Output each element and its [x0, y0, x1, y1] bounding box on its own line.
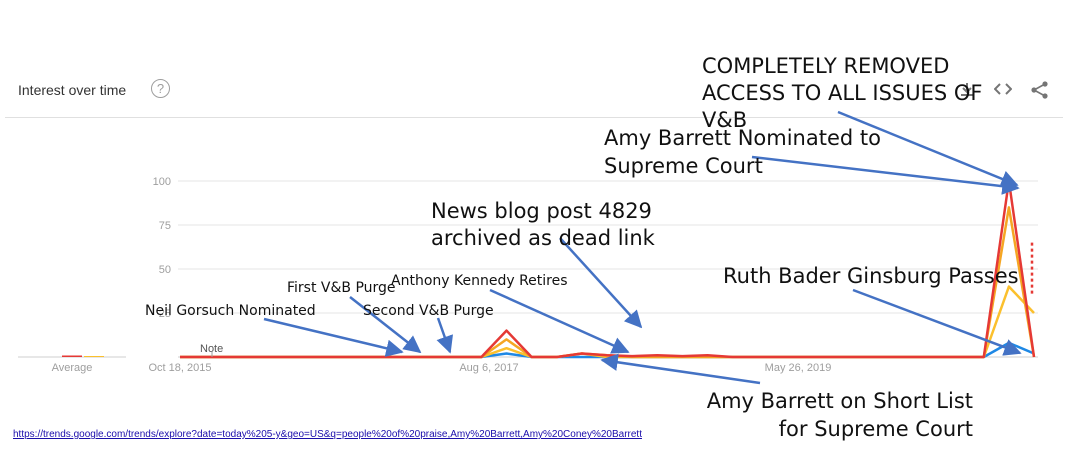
note-label: Note — [200, 343, 223, 355]
y-tick-label: 25 — [159, 308, 171, 320]
share-icon[interactable] — [1030, 80, 1050, 105]
annotation-arrow — [837, 110, 1019, 188]
y-tick-label: 75 — [159, 220, 171, 232]
help-icon[interactable]: ? — [151, 79, 170, 98]
annotation-gorsuch: Neil Gorsuch Nominated — [145, 303, 316, 319]
annotation-arrow — [600, 353, 761, 385]
embed-icon[interactable] — [993, 80, 1013, 103]
annotation-amy-nominated: Amy Barrett Nominated to — [604, 126, 881, 150]
annotation-news-blog: archived as dead link — [431, 226, 656, 250]
header-divider — [5, 117, 1063, 118]
annotation-arrow — [436, 317, 454, 354]
series-line-yellow — [180, 285, 1035, 359]
x-tick-label: May 26, 2019 — [765, 362, 832, 374]
annotation-first-purge: First V&B Purge — [287, 280, 396, 296]
annotation-rbg-passes: Ruth Bader Ginsburg Passes — [723, 264, 1019, 288]
annotation-amy-nominated: Supreme Court — [604, 154, 763, 178]
annotation-arrow — [751, 155, 1020, 195]
annotation-arrow — [559, 237, 643, 329]
download-icon[interactable] — [958, 80, 976, 103]
annotation-arrow — [852, 288, 1022, 356]
average-bar — [62, 355, 82, 357]
annotation-short-list: for Supreme Court — [779, 417, 973, 441]
annotation-short-list: Amy Barrett on Short List — [707, 389, 973, 413]
annotation-arrow — [263, 317, 404, 357]
annotation-kennedy-retires: Anthony Kennedy Retires — [391, 273, 568, 289]
average-label: Average — [52, 362, 93, 374]
annotation-arrow — [349, 296, 422, 354]
annotation-second-purge: Second V&B Purge — [363, 303, 494, 319]
annotation-completely-removed: V&B — [702, 108, 747, 132]
annotation-completely-removed: ACCESS TO ALL ISSUES OF — [702, 81, 983, 105]
x-tick-label: Oct 18, 2015 — [149, 362, 212, 374]
annotation-arrow — [489, 288, 630, 354]
y-tick-label: 100 — [153, 176, 171, 188]
x-tick-label: Aug 6, 2017 — [459, 362, 518, 374]
annotation-news-blog: News blog post 4829 — [431, 199, 652, 223]
annotation-completely-removed: COMPLETELY REMOVED — [702, 54, 949, 78]
average-bar — [84, 356, 104, 357]
source-url-link[interactable]: https://trends.google.com/trends/explore… — [13, 429, 642, 440]
y-tick-label: 50 — [159, 264, 171, 276]
chart-header-title: Interest over time — [18, 82, 127, 98]
